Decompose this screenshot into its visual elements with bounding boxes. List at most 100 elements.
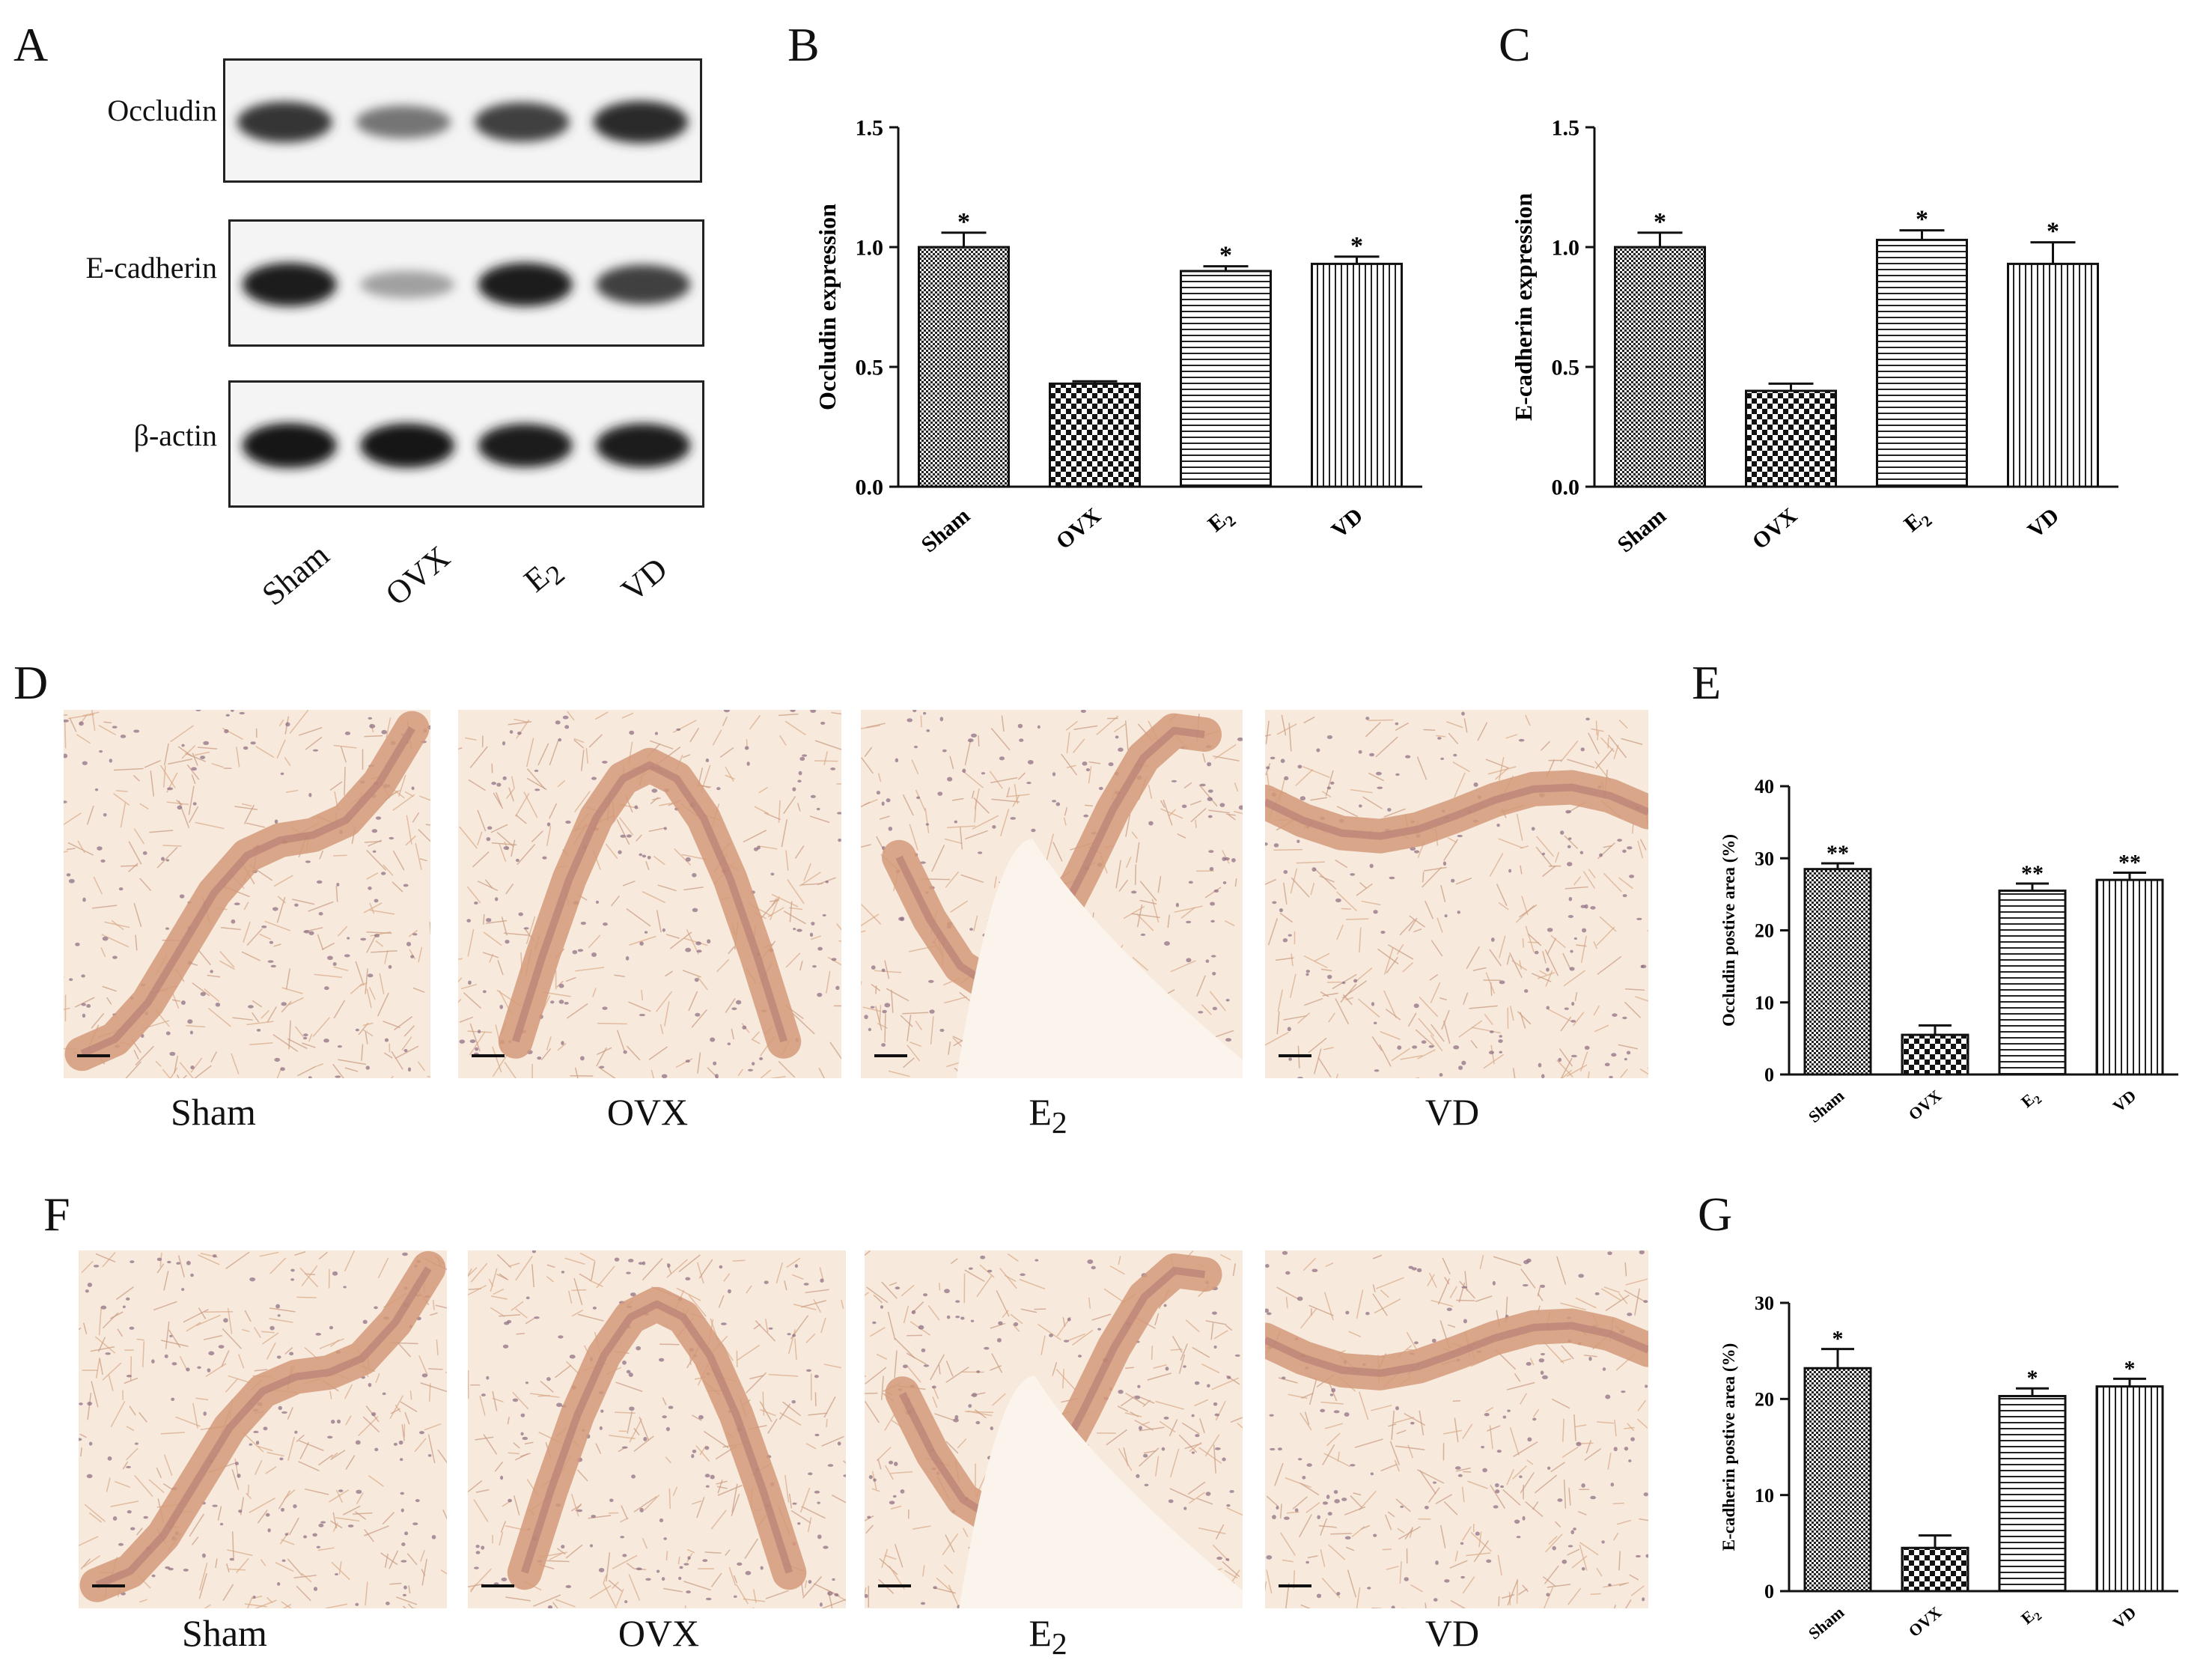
y-tick-label: 0: [1764, 1064, 1774, 1086]
bar: [918, 246, 1010, 488]
panel-label-a: A: [13, 18, 49, 71]
y-tick-label: 40: [1755, 776, 1774, 797]
y-tick-label: 1.0: [856, 236, 884, 261]
bar: [1049, 382, 1141, 488]
micrograph-d-ovx: [458, 710, 841, 1078]
x-tick-label: VD: [2109, 1602, 2139, 1632]
blot-label-e-cadherin: E-cadherin: [85, 251, 217, 285]
y-axis-label: Occludin expression: [814, 204, 841, 410]
tissue-image: [468, 1250, 846, 1608]
significance-marker: *: [1916, 206, 1928, 234]
caption-f-ovx: OVX: [618, 1612, 700, 1654]
bar: [2095, 1385, 2164, 1593]
caption-f-vd: VD: [1425, 1612, 1480, 1654]
chart-e-cadherin-expression: 0.0 0.5 1.0 1.5 E-cadherin expression * Sham OV…: [1510, 116, 2118, 558]
blot-band: [360, 423, 455, 468]
tissue-image: [861, 710, 1243, 1078]
y-tick-label: 20: [1755, 1388, 1774, 1410]
lane-label-e2: E2: [517, 558, 570, 600]
y-tick-label: 10: [1755, 992, 1774, 1014]
tissue-image: [865, 1250, 1243, 1608]
y-tick-label: 0.0: [1552, 475, 1580, 500]
blot-band: [242, 423, 337, 468]
y-tick-label: 1.0: [1552, 236, 1580, 261]
micrograph-f-vd: [1265, 1250, 1648, 1608]
x-tick-label: OVX: [1052, 503, 1106, 554]
y-tick-label: 0: [1764, 1581, 1774, 1602]
micrograph-f-sham: [79, 1250, 447, 1608]
micrograph-d-sham: [64, 710, 430, 1078]
bar: [1876, 238, 1968, 488]
y-axis-label: E-cadherin expression: [1510, 193, 1537, 422]
blot-strip-occludin: [223, 58, 702, 183]
chart-occludin-expression: 0.0 0.5 1.0 1.5 Occludin expression * Sham OVX *…: [814, 116, 1422, 558]
blot-band: [596, 264, 691, 305]
bar: [1998, 890, 2067, 1076]
micrograph-f-ovx: [468, 1250, 846, 1608]
caption-f-sham: Sham: [182, 1612, 267, 1654]
bar: [1803, 1367, 1872, 1593]
significance-marker: *: [1219, 242, 1232, 270]
blot-band: [596, 423, 691, 468]
tissue-image: [64, 710, 430, 1078]
blot-band: [478, 262, 573, 307]
x-tick-label: Sham: [1805, 1602, 1847, 1643]
chart-e-cadherin-positive-area: 0 10 20 30 E-cadherin postive area (%) * Sham O…: [1719, 1292, 2178, 1643]
bar: [2007, 262, 2099, 488]
x-tick-label: Sham: [1613, 503, 1671, 557]
micrograph-f-e2: [865, 1250, 1243, 1608]
x-tick-label: E2: [1899, 503, 1935, 540]
blot-strip-beta-actin: [228, 380, 704, 508]
x-tick-label: Sham: [917, 503, 975, 557]
panel-label-b: B: [787, 18, 820, 71]
blot-band: [593, 100, 689, 144]
blot-label-occludin: Occludin: [107, 94, 217, 127]
y-tick-label: 0.5: [856, 356, 884, 380]
y-tick-label: 0.5: [1552, 356, 1580, 380]
x-tick-label: E2: [1203, 503, 1239, 540]
x-tick-label: E2: [2017, 1602, 2044, 1630]
x-tick-label: VD: [2023, 503, 2064, 543]
bar: [1901, 1033, 1969, 1076]
caption-f-e2: E2: [1029, 1612, 1067, 1662]
blot-band: [356, 106, 451, 139]
tissue-image: [1265, 1250, 1648, 1608]
y-tick-label: 0.0: [856, 475, 884, 500]
y-tick-label: 30: [1755, 848, 1774, 869]
tissue-image: [79, 1250, 447, 1608]
tissue-image: [458, 710, 841, 1078]
tissue-image: [1265, 710, 1648, 1078]
panel-label-e: E: [1692, 656, 1722, 709]
significance-marker: *: [2124, 1356, 2136, 1381]
significance-marker: **: [2021, 861, 2044, 886]
blot-label-beta-actin: β-actin: [133, 419, 217, 452]
significance-marker: *: [957, 208, 970, 236]
lane-label-vd: VD: [614, 550, 674, 609]
x-tick-label: OVX: [1905, 1602, 1946, 1641]
micrograph-d-vd: [1265, 710, 1648, 1078]
significance-marker: *: [1350, 232, 1363, 260]
bar: [1614, 246, 1706, 488]
panel-label-c: C: [1499, 18, 1531, 71]
significance-marker: *: [2047, 218, 2059, 246]
y-tick-label: 10: [1755, 1485, 1774, 1507]
lane-label-sham: Sham: [255, 536, 336, 613]
blot-strip-e-cadherin: [228, 219, 704, 347]
blot-bands: [242, 423, 691, 468]
caption-d-vd: VD: [1425, 1091, 1480, 1133]
micrograph-d-e2: [861, 710, 1243, 1078]
y-tick-label: 30: [1755, 1292, 1774, 1314]
y-axis-label: E-cadherin postive area (%): [1719, 1343, 1738, 1551]
blot-band: [237, 101, 332, 143]
blot-band: [242, 262, 337, 307]
x-tick-label: OVX: [1905, 1086, 1946, 1124]
y-axis-label: Occludin postive area (%): [1719, 834, 1738, 1027]
bar: [1311, 262, 1403, 488]
lane-label-ovx: OVX: [378, 538, 457, 613]
x-tick-label: VD: [1327, 503, 1368, 543]
blot-bands: [242, 262, 691, 307]
bar: [1803, 868, 1872, 1076]
chart-occludin-positive-area: 0 10 20 30 40 Occludin postive area (%) ** Sham…: [1719, 776, 2178, 1126]
caption-d-sham: Sham: [171, 1091, 256, 1133]
panel-label-d: D: [13, 656, 49, 709]
